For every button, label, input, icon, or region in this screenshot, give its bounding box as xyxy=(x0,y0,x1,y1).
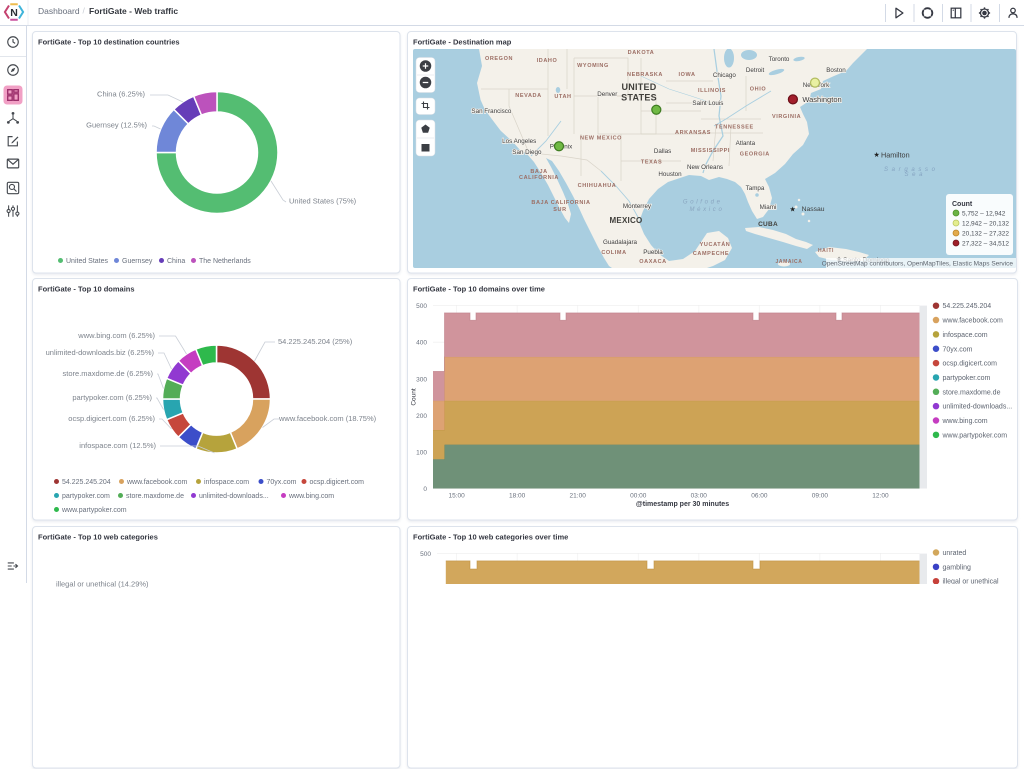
svg-text:15:00: 15:00 xyxy=(448,493,465,500)
svg-text:Dallas: Dallas xyxy=(654,148,671,155)
svg-text:Nassau: Nassau xyxy=(802,206,825,213)
svg-text:03:00: 03:00 xyxy=(691,493,708,500)
svg-text:09:00: 09:00 xyxy=(812,493,829,500)
svg-text:JAMAICA: JAMAICA xyxy=(776,259,803,265)
svg-text:Tampa: Tampa xyxy=(746,185,765,192)
svg-text:5,752 – 12,942: 5,752 – 12,942 xyxy=(962,211,1006,218)
svg-text:300: 300 xyxy=(416,376,427,383)
svg-text:WYOMING: WYOMING xyxy=(577,63,609,69)
svg-text:100: 100 xyxy=(416,449,427,456)
svg-text:★: ★ xyxy=(873,151,879,159)
svg-text:GEORGIA: GEORGIA xyxy=(740,152,770,158)
svg-text:CALIFORNIA: CALIFORNIA xyxy=(519,175,559,181)
svg-text:Count: Count xyxy=(411,388,418,406)
svg-text:illegal or unethical: illegal or unethical xyxy=(943,579,999,584)
svg-text:OAXACA: OAXACA xyxy=(639,259,666,265)
svg-text:San Diego: San Diego xyxy=(512,149,542,156)
svg-text:Denver: Denver xyxy=(597,91,617,98)
svg-text:M é x i c o: M é x i c o xyxy=(689,207,722,213)
svg-text:N: N xyxy=(10,7,18,19)
svg-text:unlimited-downloads...: unlimited-downloads... xyxy=(943,404,1013,411)
svg-text:70yx.com: 70yx.com xyxy=(943,346,973,353)
svg-text:500: 500 xyxy=(416,303,427,310)
svg-text:21:00: 21:00 xyxy=(570,493,587,500)
svg-text:UNITED: UNITED xyxy=(622,82,657,92)
svg-text:CUBA: CUBA xyxy=(758,221,778,228)
svg-text:www.facebook.com: www.facebook.com xyxy=(942,318,1003,325)
svg-text:CHIHUAHUA: CHIHUAHUA xyxy=(578,183,617,189)
svg-text:BAJA CALIFORNIA: BAJA CALIFORNIA xyxy=(531,200,590,206)
svg-text:@timestamp per 30 minutes: @timestamp per 30 minutes xyxy=(636,501,729,508)
svg-text:gambling: gambling xyxy=(943,564,972,571)
svg-text:TEXAS: TEXAS xyxy=(641,159,662,165)
svg-text:OREGON: OREGON xyxy=(485,56,513,62)
svg-text:MEXICO: MEXICO xyxy=(609,216,642,225)
svg-text:NEBRASKA: NEBRASKA xyxy=(627,72,663,78)
svg-text:Houston: Houston xyxy=(658,171,682,178)
svg-text:400: 400 xyxy=(416,340,427,347)
svg-text:00:00: 00:00 xyxy=(630,493,647,500)
svg-text:500: 500 xyxy=(420,551,431,558)
svg-text:infospace.com: infospace.com xyxy=(943,332,988,339)
svg-text:Monterrey: Monterrey xyxy=(623,203,652,210)
svg-text:IOWA: IOWA xyxy=(678,72,695,78)
svg-text:Washington: Washington xyxy=(802,95,841,104)
svg-text:12:00: 12:00 xyxy=(872,493,889,500)
svg-text:SUR: SUR xyxy=(553,207,566,213)
svg-text:12,942 – 20,132: 12,942 – 20,132 xyxy=(962,221,1009,228)
svg-text:IDAHO: IDAHO xyxy=(537,58,558,64)
svg-text:OHIO: OHIO xyxy=(750,87,767,93)
svg-text:Guadalajara: Guadalajara xyxy=(603,239,638,246)
svg-text:TENNESSEE: TENNESSEE xyxy=(715,124,754,130)
svg-text:Los Angeles: Los Angeles xyxy=(502,138,536,145)
svg-text:BAJA: BAJA xyxy=(530,169,547,175)
svg-text:New Orleans: New Orleans xyxy=(687,164,723,171)
svg-text:www.partypoker.com: www.partypoker.com xyxy=(942,432,1008,439)
svg-text:www.bing.com: www.bing.com xyxy=(942,418,988,425)
svg-text:0: 0 xyxy=(423,486,427,493)
svg-text:Saint Louis: Saint Louis xyxy=(692,100,723,107)
svg-text:Puebla: Puebla xyxy=(643,249,663,256)
svg-text:Boston: Boston xyxy=(826,67,846,74)
svg-text:ARKANSAS: ARKANSAS xyxy=(675,130,711,136)
svg-text:ocsp.digicert.com: ocsp.digicert.com xyxy=(943,361,998,368)
svg-text:COLIMA: COLIMA xyxy=(601,250,626,256)
svg-text:San Francisco: San Francisco xyxy=(471,108,511,115)
svg-text:STATES: STATES xyxy=(621,93,657,103)
svg-text:Toronto: Toronto xyxy=(769,56,790,63)
svg-text:VIRGINIA: VIRGINIA xyxy=(772,114,801,120)
svg-text:27,322 – 34,512: 27,322 – 34,512 xyxy=(962,241,1009,248)
svg-text:UTAH: UTAH xyxy=(554,94,571,100)
svg-text:Miami: Miami xyxy=(760,204,777,211)
svg-text:MISSISSIPPI: MISSISSIPPI xyxy=(691,148,730,154)
svg-text:Count: Count xyxy=(952,201,973,208)
svg-text:OpenStreetMap contributors, Op: OpenStreetMap contributors, OpenMapTiles… xyxy=(822,261,1014,268)
svg-text:Atlanta: Atlanta xyxy=(736,140,756,147)
svg-text:Chicago: Chicago xyxy=(713,72,736,79)
svg-text:ILLINOIS: ILLINOIS xyxy=(698,88,726,94)
svg-text:★: ★ xyxy=(789,205,795,213)
svg-text:HAITI: HAITI xyxy=(818,248,834,254)
svg-text:20,132 – 27,322: 20,132 – 27,322 xyxy=(962,231,1009,238)
svg-text:06:00: 06:00 xyxy=(751,493,768,500)
svg-text:18:00: 18:00 xyxy=(509,493,526,500)
svg-text:partypoker.com: partypoker.com xyxy=(943,375,991,382)
svg-text:NEW MEXICO: NEW MEXICO xyxy=(580,135,622,141)
svg-text:DAKOTA: DAKOTA xyxy=(628,50,655,56)
svg-text:CAMPECHE: CAMPECHE xyxy=(693,251,729,257)
svg-text:S a r g a s s o: S a r g a s s o xyxy=(884,167,936,173)
svg-text:Detroit: Detroit xyxy=(746,67,765,74)
svg-text:G o l f o d e: G o l f o d e xyxy=(683,200,721,206)
svg-text:Hamilton: Hamilton xyxy=(881,150,910,159)
svg-text:store.maxdome.de: store.maxdome.de xyxy=(943,389,1001,396)
svg-text:54.225.245.204: 54.225.245.204 xyxy=(943,303,992,310)
svg-text:S e a: S e a xyxy=(904,172,923,178)
svg-text:YUCATÁN: YUCATÁN xyxy=(700,241,731,248)
svg-text:NEVADA: NEVADA xyxy=(515,93,541,99)
svg-text:200: 200 xyxy=(416,413,427,420)
svg-text:unrated: unrated xyxy=(943,550,967,557)
